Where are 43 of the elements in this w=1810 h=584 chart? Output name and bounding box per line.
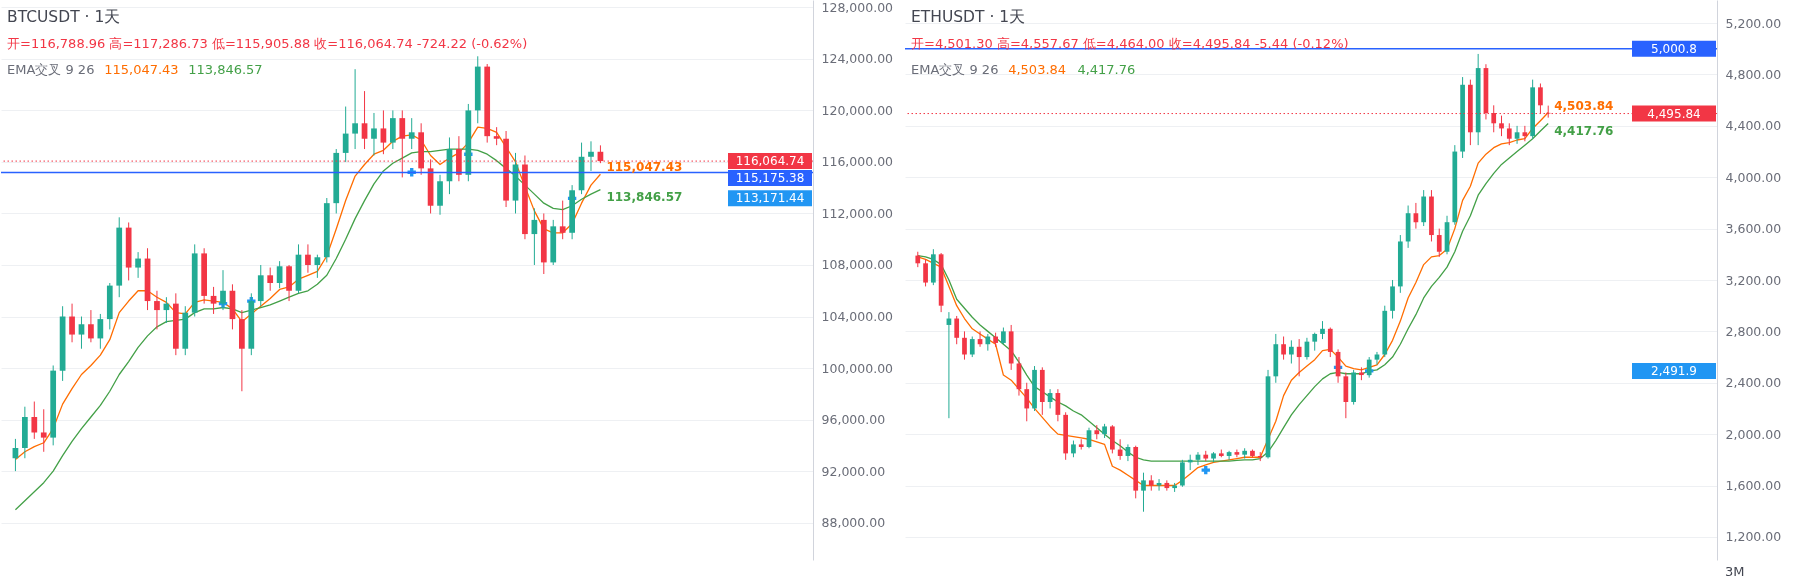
y-tick-label: 108,000.00	[821, 257, 894, 273]
y-tick-label: 128,000.00	[821, 0, 894, 15]
y-tick-label: 4,400.00	[1725, 118, 1782, 134]
ref-line-label: 116,064.74	[735, 154, 805, 169]
ref-line-label: 5,000.8	[1651, 41, 1697, 56]
y-tick-label: 3,600.00	[1725, 221, 1782, 237]
legend-title: EMA交叉 9 26	[7, 62, 95, 77]
y-tick-label: 2,800.00	[1725, 323, 1782, 339]
y-tick-label: 124,000.00	[821, 51, 894, 67]
y-tick-label: 100,000.00	[821, 360, 894, 376]
y-tick-label: 92,000.00	[821, 463, 886, 479]
text: 115,047.43	[104, 62, 179, 77]
y-tick-label: 1,200.00	[1725, 529, 1782, 545]
legend-title: EMA交叉 9 26	[911, 62, 999, 77]
y-tick-label: 1,600.00	[1725, 478, 1782, 493]
ref-line-label: 115,175.38	[735, 171, 805, 186]
y-tick-label: 104,000.00	[821, 309, 894, 325]
text: 开=4,501.30 高=4,557.67 低=4,464.00 收=4,495.84 -5.44 (-0.12%)	[911, 36, 1349, 51]
y-tick-label: 2,400.00	[1725, 375, 1782, 391]
y-tick-label: 5,200.00	[1725, 15, 1782, 31]
y-tick-label: 4,000.00	[1725, 169, 1782, 185]
y-tick-label: 2,000.00	[1725, 426, 1782, 442]
data-label: 4,417.76	[1554, 123, 1614, 138]
data-label: 113,846.57	[606, 189, 683, 204]
text: BTCUSDT · 1天	[7, 8, 121, 26]
text: 113,846.57	[188, 62, 263, 77]
y-tick-label: 116,000.00	[821, 154, 894, 170]
data-label: 4,503.84	[1554, 98, 1614, 113]
y-tick-label: 88,000.00	[821, 515, 886, 531]
y-tick-label: 120,000.00	[821, 102, 894, 118]
data-label: 115,047.43	[606, 160, 683, 175]
ref-line-label: 4,495.84	[1647, 106, 1701, 121]
y-tick-label: 96,000.00	[821, 412, 886, 428]
text: 4,503.84	[1008, 62, 1067, 77]
text: 113,171.44	[735, 191, 805, 206]
text: 开=116,788.96 高=117,286.73 低=115,905.88 收=116,064.74 -724.22 (-0.62%)	[7, 36, 528, 51]
y-tick-label: 4,800.00	[1725, 67, 1782, 82]
y-tick-label: 112,000.00	[821, 205, 894, 221]
text: ETHUSDT · 1天	[911, 8, 1026, 26]
text: 4,417.76	[1077, 62, 1136, 77]
y-tick-label: 3,200.00	[1725, 272, 1782, 288]
text: 2,491.9	[1651, 363, 1697, 378]
text: 3M	[1725, 564, 1745, 579]
